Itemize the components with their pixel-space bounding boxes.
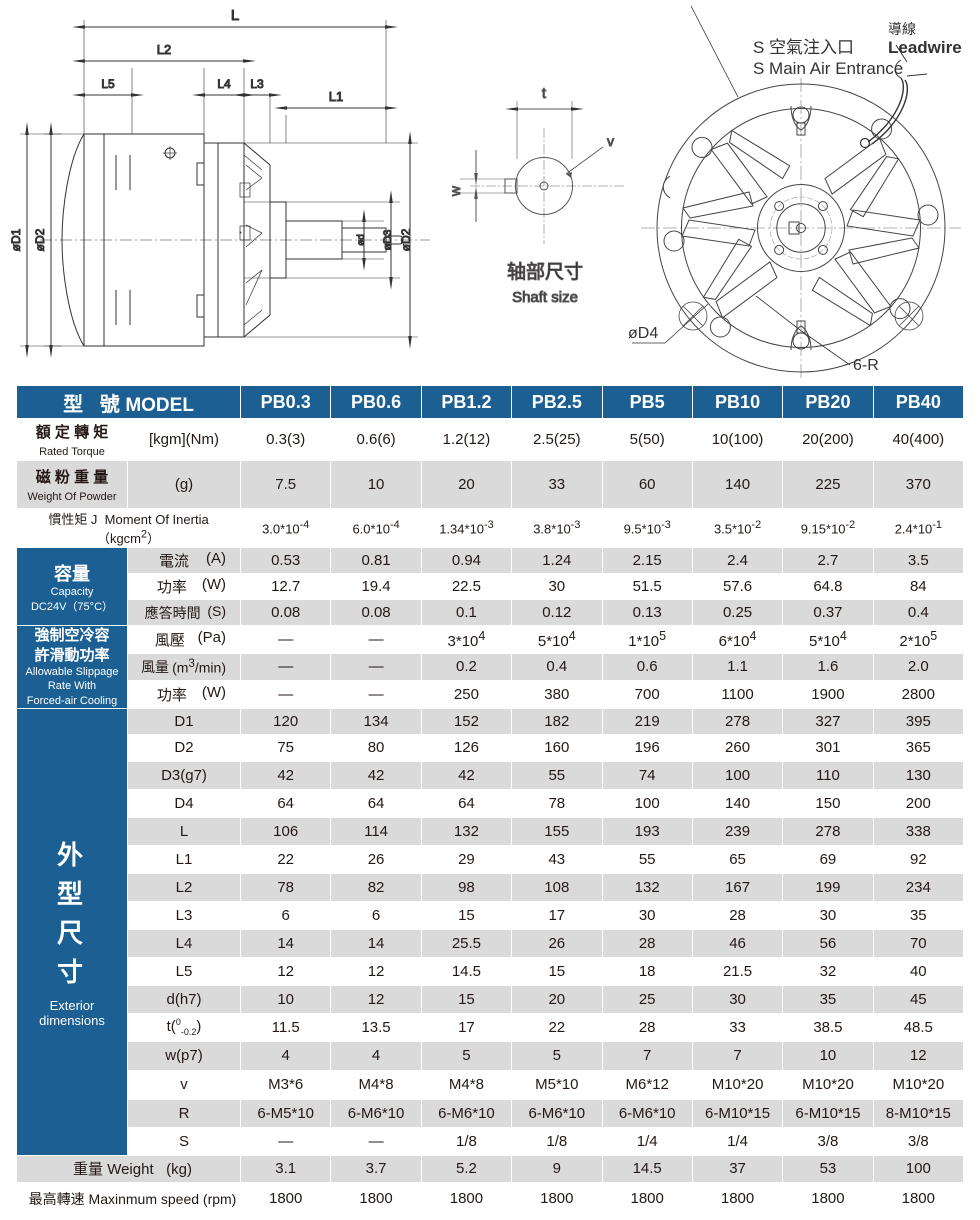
svg-text:L1: L1 — [329, 89, 343, 104]
svg-text:øD4: øD4 — [628, 325, 658, 342]
svg-text:Leadwire: Leadwire — [888, 38, 962, 57]
svg-text:øD2: øD2 — [33, 228, 47, 251]
svg-text:L3: L3 — [250, 77, 264, 91]
svg-text:導線: 導線 — [888, 21, 916, 37]
svg-text:v: v — [607, 133, 614, 149]
svg-text:t: t — [542, 85, 547, 102]
svg-text:ød: ød — [356, 234, 367, 246]
svg-text:L2: L2 — [157, 42, 171, 57]
svg-text:L4: L4 — [217, 77, 231, 91]
svg-text:S Main Air Entrance: S Main Air Entrance — [753, 59, 903, 78]
svg-text:L5: L5 — [101, 77, 115, 91]
svg-text:6-R: 6-R — [853, 357, 879, 374]
svg-text:Shaft size: Shaft size — [512, 289, 578, 306]
svg-text:L: L — [231, 7, 239, 24]
svg-text:S 空氣注入口: S 空氣注入口 — [753, 38, 854, 57]
svg-text:w: w — [447, 185, 463, 197]
svg-text:øD2: øD2 — [399, 228, 413, 251]
svg-text:øD1: øD1 — [9, 228, 23, 251]
svg-text:øD3: øD3 — [382, 230, 394, 251]
svg-text:轴部尺寸: 轴部尺寸 — [507, 261, 583, 283]
